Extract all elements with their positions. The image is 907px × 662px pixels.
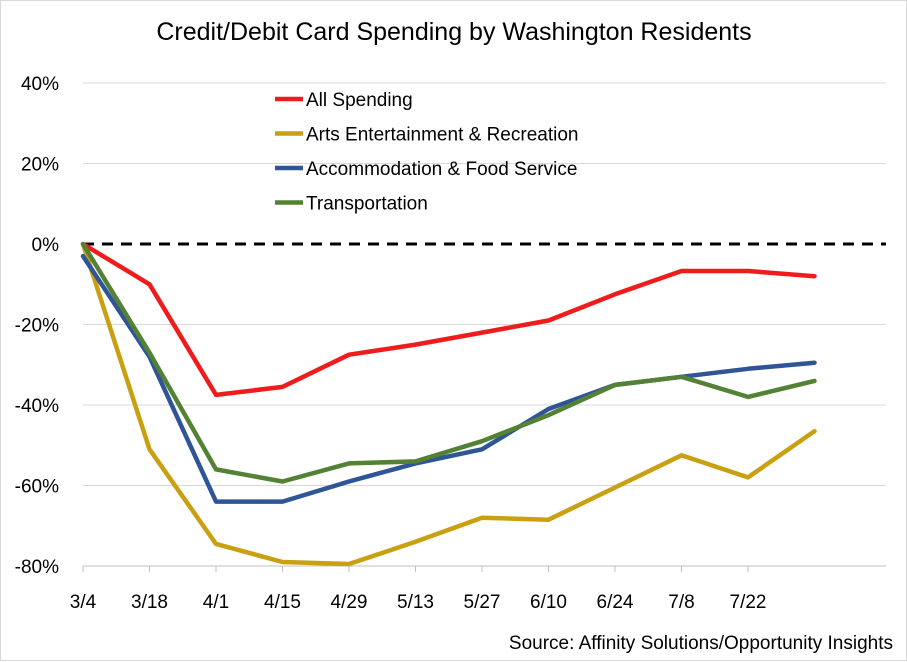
x-tick-label: 4/29: [331, 592, 368, 613]
legend-label: Arts Entertainment & Recreation: [306, 125, 578, 146]
gridlines: [83, 82, 886, 486]
chart-title: Credit/Debit Card Spending by Washington…: [156, 18, 751, 46]
legend-label: Accommodation & Food Service: [306, 159, 577, 180]
series-line: [80, 253, 817, 504]
y-tick-label: -40%: [15, 396, 59, 417]
x-tick-label: 3/18: [131, 592, 168, 613]
x-tick-label: 7/8: [668, 592, 694, 613]
x-tick-label: 6/10: [530, 592, 567, 613]
series-line: [80, 241, 817, 484]
x-tick-label: 6/24: [597, 592, 634, 613]
x-tick-label: 7/22: [730, 592, 767, 613]
x-tick-label: 4/15: [264, 592, 301, 613]
source-note: Source: Affinity Solutions/Opportunity I…: [509, 633, 893, 654]
x-tick-label: 5/27: [464, 592, 501, 613]
y-axis: 40% 20% 0% -20% -40% -60% -80%: [15, 74, 59, 578]
series-line: [80, 241, 817, 567]
series-lines: [80, 241, 817, 567]
x-tick-label: 5/13: [397, 592, 434, 613]
x-axis: 3/4 3/18 4/1 4/15 4/29 5/13 5/27 6/10 6/24 7/8 7/2…: [70, 565, 886, 613]
y-tick-label: 40%: [21, 74, 59, 95]
x-tick-label: 4/1: [203, 592, 229, 613]
y-tick-label: -80%: [15, 557, 59, 578]
legend-label: All Spending: [306, 90, 413, 111]
legend: All Spending Arts Entertainment & Recreat…: [275, 90, 578, 215]
x-tick-label: 3/4: [70, 592, 97, 613]
y-tick-label: 20%: [21, 155, 59, 176]
series-line: [80, 241, 817, 398]
y-tick-label: 0%: [32, 235, 60, 256]
y-tick-label: -20%: [15, 316, 59, 337]
legend-label: Transportation: [306, 194, 428, 215]
y-tick-label: -60%: [15, 477, 59, 498]
